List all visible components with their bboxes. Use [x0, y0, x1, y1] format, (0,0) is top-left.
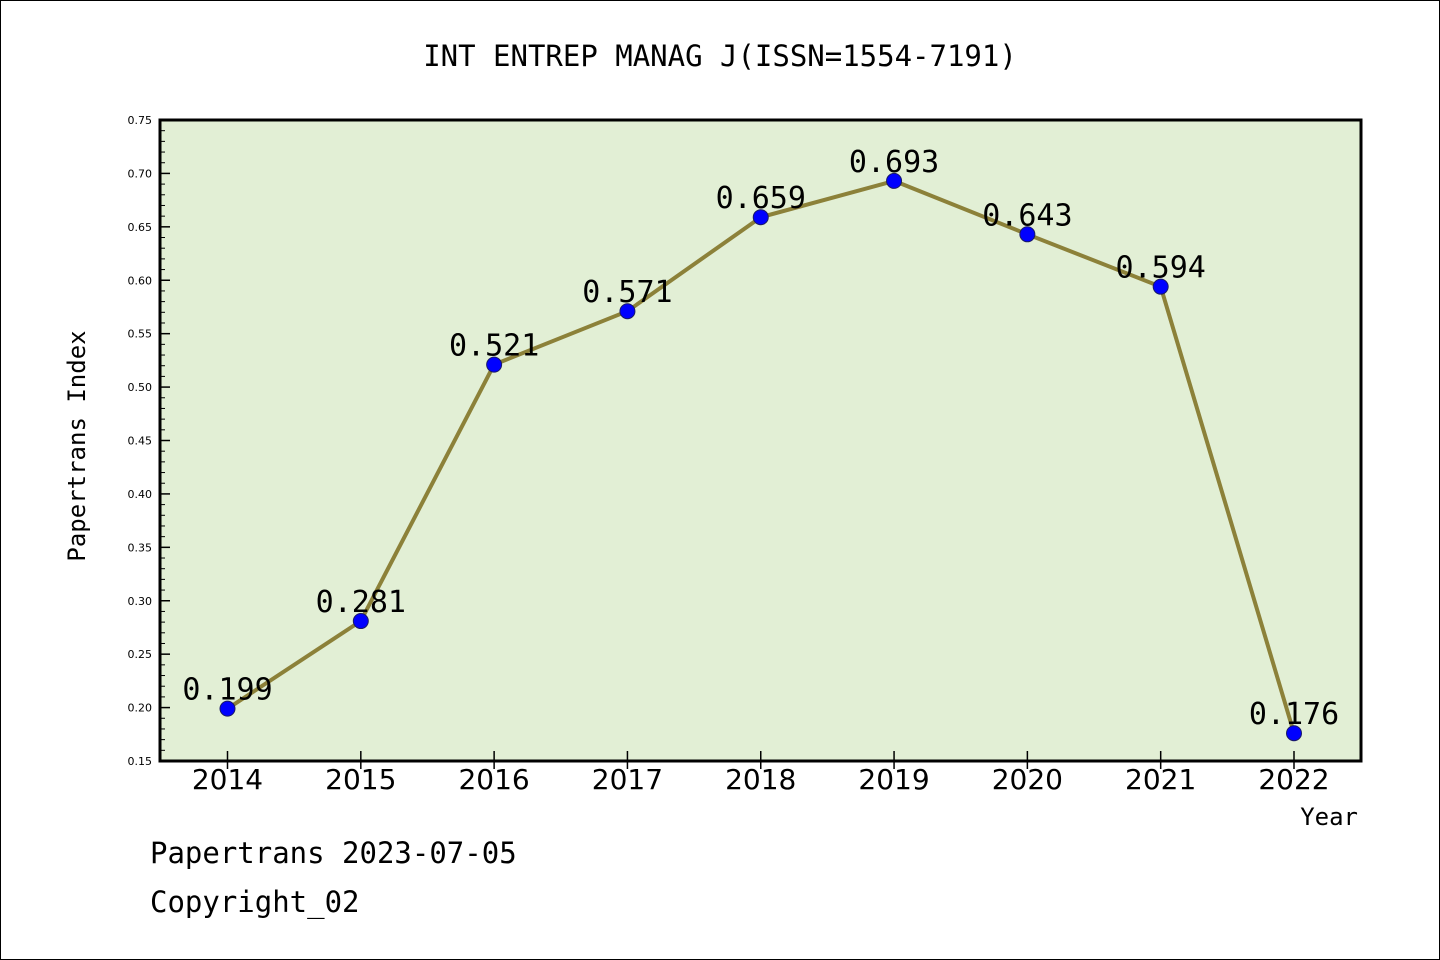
y-axis-label: Papertrans Index	[63, 330, 91, 561]
y-tick-label: 0.60	[128, 274, 153, 287]
data-label: 0.643	[982, 198, 1072, 233]
data-label: 0.659	[716, 181, 806, 216]
x-tick-label: 2019	[858, 763, 929, 796]
data-point	[219, 700, 236, 717]
footer-date: Papertrans 2023-07-05	[150, 836, 517, 870]
data-point	[1152, 278, 1169, 295]
data-label: 0.571	[582, 275, 672, 310]
y-tick-label: 0.20	[128, 702, 153, 715]
x-axis-label: Year	[1300, 803, 1358, 831]
data-point	[1019, 226, 1036, 243]
y-tick-label: 0.45	[128, 435, 153, 448]
data-point	[486, 356, 503, 373]
data-point	[619, 303, 636, 320]
data-labels: 0.199 0.281 0.521 0.571 0.659 0.693 0.643 0.594…	[182, 145, 1339, 732]
y-tick-label: 0.35	[128, 541, 153, 554]
y-tick-label: 0.30	[128, 595, 153, 608]
y-tick-label: 0.75	[128, 114, 153, 127]
chart-title: INT ENTREP MANAG J(ISSN=1554-7191)	[423, 39, 1017, 73]
y-tick-label: 0.40	[128, 488, 153, 501]
y-tick-label: 0.70	[128, 167, 153, 180]
x-tick-label: 2017	[592, 763, 663, 796]
y-tick-label: 0.55	[128, 328, 153, 341]
x-tick-label: 2021	[1125, 763, 1196, 796]
x-tick-label: 2018	[725, 763, 796, 796]
data-label: 0.281	[316, 585, 406, 620]
data-label: 0.199	[182, 673, 272, 708]
y-tick-label: 0.65	[128, 221, 153, 234]
x-tick-label: 2015	[325, 763, 396, 796]
data-label: 0.693	[849, 145, 939, 180]
y-axis: 0.15 0.20 0.25 0.30 0.35 0.40 0.45 0.50 0.55 0.60…	[128, 114, 170, 768]
footer-copyright: Copyright_02	[150, 885, 360, 919]
data-point	[352, 613, 369, 630]
data-markers	[219, 172, 1302, 742]
x-axis: 2014 2015 2016 2017 2018 2019 2020 2021 2022	[192, 751, 1330, 796]
x-tick-label: 2016	[458, 763, 529, 796]
x-tick-label: 2014	[192, 763, 263, 796]
x-tick-label: 2020	[992, 763, 1063, 796]
data-point	[886, 172, 903, 189]
data-label: 0.176	[1249, 697, 1339, 732]
data-point	[1286, 725, 1302, 742]
plot-area	[158, 118, 1363, 763]
y-tick-label: 0.50	[128, 381, 153, 394]
data-label: 0.594	[1116, 251, 1206, 286]
x-tick-label: 2022	[1258, 763, 1329, 796]
data-point	[752, 209, 769, 226]
data-label: 0.521	[449, 329, 539, 364]
y-tick-label: 0.25	[128, 648, 153, 661]
y-tick-label: 0.15	[128, 755, 153, 768]
